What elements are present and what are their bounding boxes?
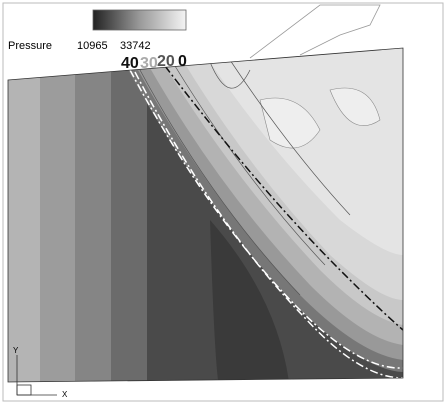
legend-min: 10965 [77, 40, 108, 52]
marker-label: 40 [121, 55, 139, 72]
legend-bar [92, 9, 187, 31]
axis-x-label: X [62, 390, 68, 399]
legend-title: Pressure [8, 40, 52, 52]
marker-label: 0 [178, 53, 187, 70]
marker-label: 30 [140, 55, 158, 72]
marker-label: 20 [157, 53, 175, 70]
domain-border [7, 47, 404, 383]
outline [249, 4, 381, 59]
legend-max: 33742 [120, 40, 151, 52]
axis-y-label: Y [13, 346, 19, 355]
contour-field [8, 48, 403, 382]
axis-triad [16, 355, 57, 396]
